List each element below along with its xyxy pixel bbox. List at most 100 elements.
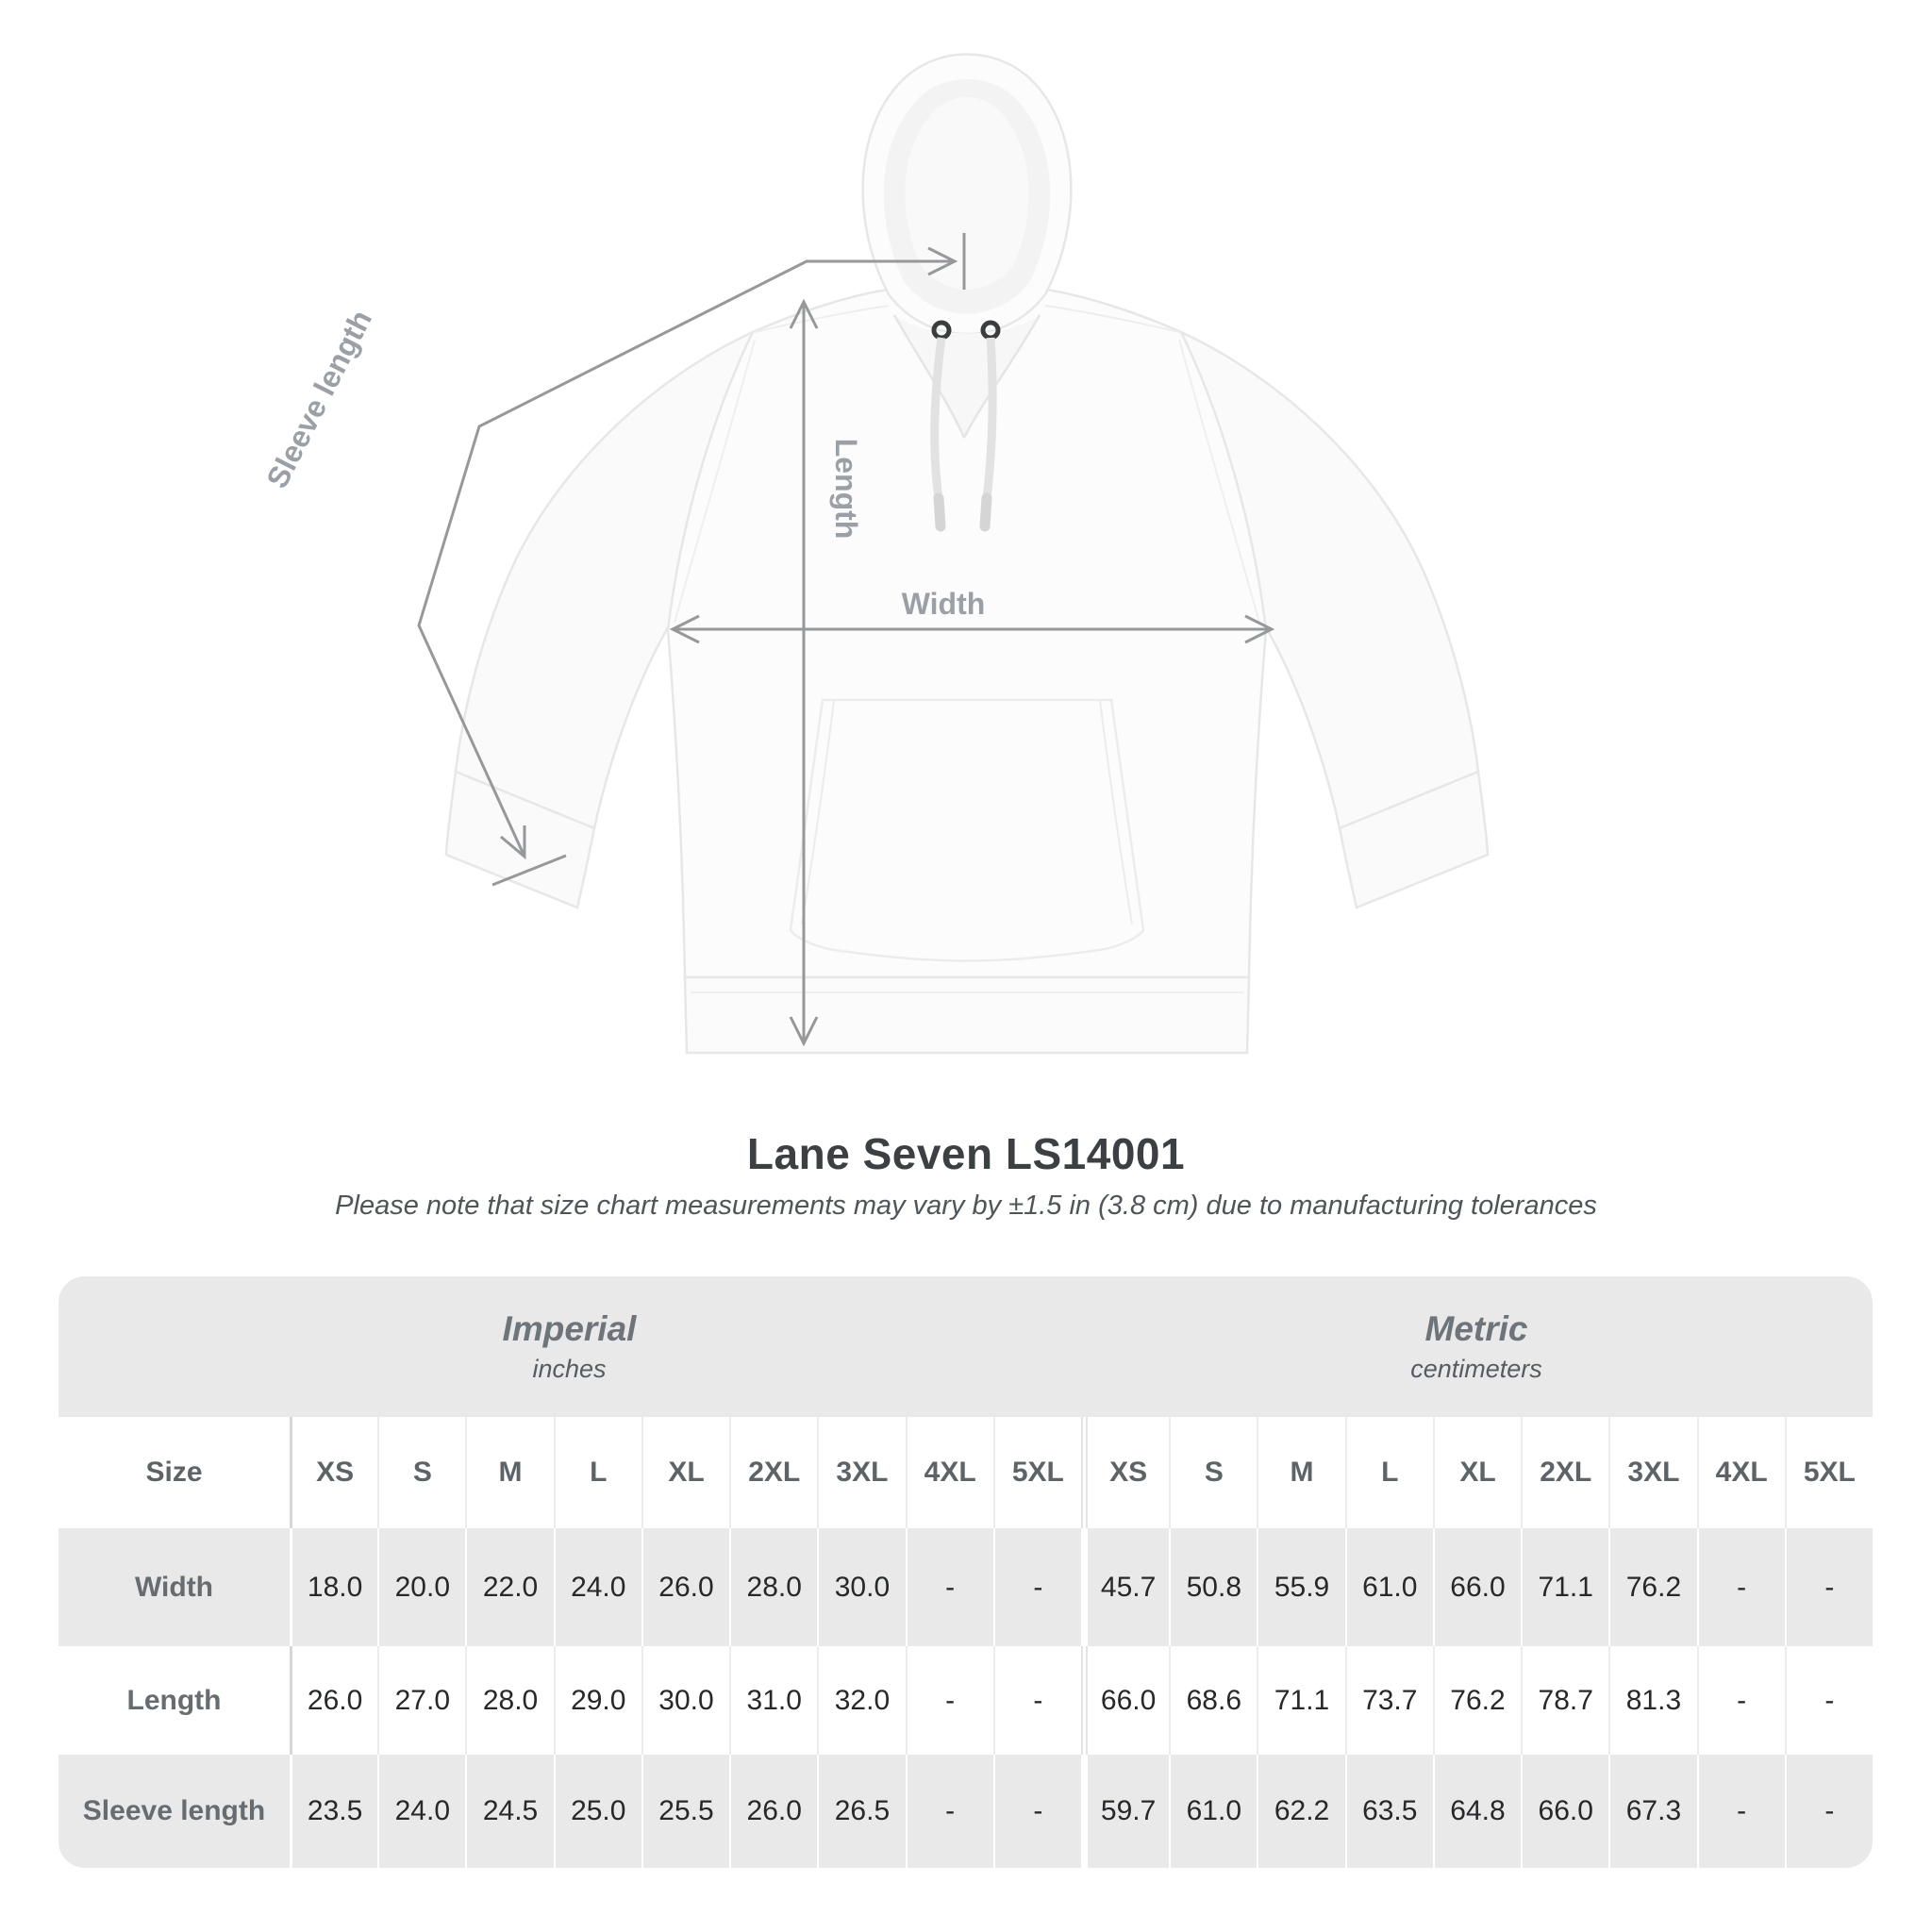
size-value-cell: -: [1784, 1646, 1873, 1755]
size-col-header: 4XL: [1696, 1417, 1785, 1528]
size-col-header: S: [377, 1417, 465, 1528]
size-value-cell: -: [1696, 1646, 1785, 1755]
size-value-cell: 23.5: [290, 1755, 377, 1868]
shoulder-seams: [754, 305, 1180, 333]
size-value-cell: -: [1784, 1528, 1873, 1646]
width-label: Width: [902, 587, 986, 621]
size-value-cell: 61.0: [1169, 1755, 1257, 1868]
size-value-cell: 62.2: [1257, 1755, 1344, 1868]
size-value-cell: 25.0: [553, 1755, 641, 1868]
imperial-header: Imperial inches: [58, 1276, 1080, 1417]
size-grid: Size XS S M L XL 2XL 3XL 4XL 5XL XS S M L XL 2XL 3XL 4XL 5…: [58, 1417, 1873, 1868]
hoodie-right-cuff: [1338, 770, 1490, 909]
metric-header: Metric centimeters: [1080, 1276, 1873, 1417]
size-col-header: 5XL: [992, 1417, 1081, 1528]
size-value-cell: 26.0: [641, 1528, 729, 1646]
sleeve-length-line: [417, 259, 955, 858]
size-value-cell: 61.0: [1344, 1528, 1433, 1646]
product-title: Lane Seven LS14001: [746, 1129, 1186, 1178]
table-row-size: Size XS S M L XL 2XL 3XL 4XL 5XL XS S M L XL 2XL 3XL 4XL 5…: [58, 1417, 1873, 1528]
imperial-sublabel: inches: [532, 1355, 607, 1383]
size-value-cell: 50.8: [1169, 1528, 1257, 1646]
size-value-cell: 81.3: [1608, 1646, 1696, 1755]
hoodie-diagram: Sleeve length Length Width: [259, 53, 1490, 1055]
size-value-cell: 24.0: [377, 1755, 465, 1868]
size-col-header: XS: [1080, 1417, 1169, 1528]
row-label-size: Size: [145, 1457, 203, 1488]
size-col-header: 3XL: [817, 1417, 905, 1528]
size-value-cell: 71.1: [1257, 1646, 1344, 1755]
size-value-cell: 29.0: [553, 1646, 641, 1755]
size-value-cell: 73.7: [1344, 1646, 1433, 1755]
size-value-cell: 27.0: [377, 1646, 465, 1755]
size-value-cell: 24.5: [465, 1755, 553, 1868]
length-arrowhead-top: [789, 298, 819, 329]
size-value-cell: 66.0: [1521, 1755, 1608, 1868]
hoodie-pocket: [789, 698, 1145, 962]
size-col-header: XL: [1432, 1417, 1521, 1528]
length-arrowhead-bottom: [789, 1016, 819, 1047]
left-aglet: [933, 492, 946, 532]
imperial-label: Imperial: [502, 1309, 637, 1348]
size-value-cell: -: [905, 1528, 993, 1646]
size-value-cell: 30.0: [641, 1646, 729, 1755]
size-value-cell: 78.7: [1521, 1646, 1608, 1755]
sleeve-length-label: Sleeve length: [259, 305, 378, 493]
table-row-width: Width 18.0 20.0 22.0 24.0 26.0 28.0 30.0- -45.7 5…: [58, 1528, 1873, 1646]
metric-sublabel: centimeters: [1410, 1355, 1542, 1383]
size-col-header: L: [553, 1417, 641, 1528]
size-col-header: XS: [290, 1417, 377, 1528]
size-value-cell: 45.7: [1080, 1528, 1169, 1646]
size-value-cell: 28.0: [729, 1528, 817, 1646]
hoodie-hem: [683, 975, 1251, 1055]
size-value-cell: 66.0: [1080, 1646, 1169, 1755]
size-col-header: 2XL: [1521, 1417, 1608, 1528]
table-row-sleeve-length: Sleeve length 23.5 24.0 24.5 25.0 25.5 26.0 26.…: [58, 1755, 1873, 1868]
size-value-cell: 63.5: [1344, 1755, 1433, 1868]
length-label: Length: [829, 439, 863, 540]
size-value-cell: -: [1784, 1755, 1873, 1868]
size-value-cell: -: [1696, 1528, 1785, 1646]
metric-label: Metric: [1424, 1309, 1528, 1348]
size-value-cell: 22.0: [465, 1528, 553, 1646]
size-value-cell: 18.0: [290, 1528, 377, 1646]
size-col-header: 5XL: [1784, 1417, 1873, 1528]
size-value-cell: 68.6: [1169, 1646, 1257, 1755]
size-col-header: S: [1169, 1417, 1257, 1528]
width-arrowhead-right: [1244, 614, 1275, 644]
size-value-cell: 76.2: [1432, 1646, 1521, 1755]
size-value-cell: 26.0: [290, 1646, 377, 1755]
row-label-length: Length: [126, 1684, 222, 1716]
cuff-tick: [491, 854, 567, 887]
size-value-cell: 26.5: [817, 1755, 905, 1868]
size-value-cell: -: [992, 1646, 1081, 1755]
right-aglet: [979, 492, 992, 532]
size-col-header: L: [1344, 1417, 1433, 1528]
size-value-cell: 66.0: [1432, 1528, 1521, 1646]
size-value-cell: -: [1696, 1755, 1785, 1868]
pocket-seams: [801, 699, 1133, 925]
size-value-cell: 24.0: [553, 1528, 641, 1646]
size-value-cell: 28.0: [465, 1646, 553, 1755]
hood-opening: [905, 97, 1029, 290]
size-value-cell: 71.1: [1521, 1528, 1608, 1646]
size-col-header: M: [1257, 1417, 1344, 1528]
size-value-cell: -: [992, 1755, 1081, 1868]
size-value-cell: 20.0: [377, 1528, 465, 1646]
size-value-cell: 25.5: [641, 1755, 729, 1868]
size-col-header: M: [465, 1417, 553, 1528]
size-value-cell: -: [905, 1646, 993, 1755]
size-value-cell: 55.9: [1257, 1528, 1344, 1646]
tolerance-note: Please note that size chart measurements…: [335, 1191, 1597, 1221]
size-value-cell: 30.0: [817, 1528, 905, 1646]
size-value-cell: 31.0: [729, 1646, 817, 1755]
size-value-cell: 26.0: [729, 1755, 817, 1868]
size-value-cell: 32.0: [817, 1646, 905, 1755]
size-chart-table: Imperial inches Metric centimeters Size X…: [58, 1276, 1873, 1868]
hoodie-left-cuff: [444, 770, 596, 909]
width-arrowhead-left: [669, 614, 700, 644]
size-value-cell: 67.3: [1608, 1755, 1696, 1868]
size-col-header: 3XL: [1608, 1417, 1696, 1528]
size-col-header: 2XL: [729, 1417, 817, 1528]
